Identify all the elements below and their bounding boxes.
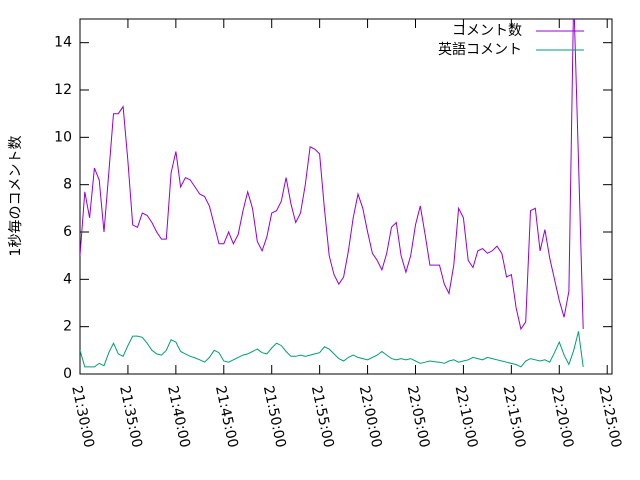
y-tick-label: 10 bbox=[54, 129, 72, 145]
x-tick-label: 22:25:00 bbox=[595, 384, 624, 449]
data-line bbox=[80, 331, 584, 368]
y-tick-label: 8 bbox=[63, 177, 72, 193]
data-line bbox=[80, 19, 584, 331]
x-tick-label: 22:05:00 bbox=[404, 384, 433, 449]
x-tick-label: 21:40:00 bbox=[164, 384, 193, 449]
y-tick-label: 6 bbox=[63, 224, 72, 240]
y-tick-label: 0 bbox=[63, 366, 72, 382]
legend-label: 英語コメント bbox=[438, 41, 522, 58]
x-tick-label: 22:15:00 bbox=[500, 384, 529, 449]
x-tick-label: 22:00:00 bbox=[356, 384, 385, 449]
x-tick-label: 22:20:00 bbox=[547, 384, 576, 449]
x-tick-label: 21:55:00 bbox=[308, 384, 337, 449]
y-axis-label: 1秒毎のコメント数 bbox=[8, 136, 24, 257]
x-tick-label: 21:35:00 bbox=[116, 384, 145, 449]
x-tick-label: 21:45:00 bbox=[212, 384, 241, 449]
y-tick-label: 12 bbox=[54, 82, 72, 98]
y-tick-label: 2 bbox=[63, 319, 72, 335]
y-tick-label: 4 bbox=[63, 271, 72, 287]
y-tick-label: 14 bbox=[54, 35, 72, 51]
x-tick-label: 21:50:00 bbox=[260, 384, 289, 449]
plot-border bbox=[79, 18, 613, 375]
x-tick-label: 22:10:00 bbox=[452, 384, 481, 449]
legend-label: コメント数 bbox=[452, 23, 522, 39]
x-tick-label: 21:30:00 bbox=[68, 384, 97, 449]
